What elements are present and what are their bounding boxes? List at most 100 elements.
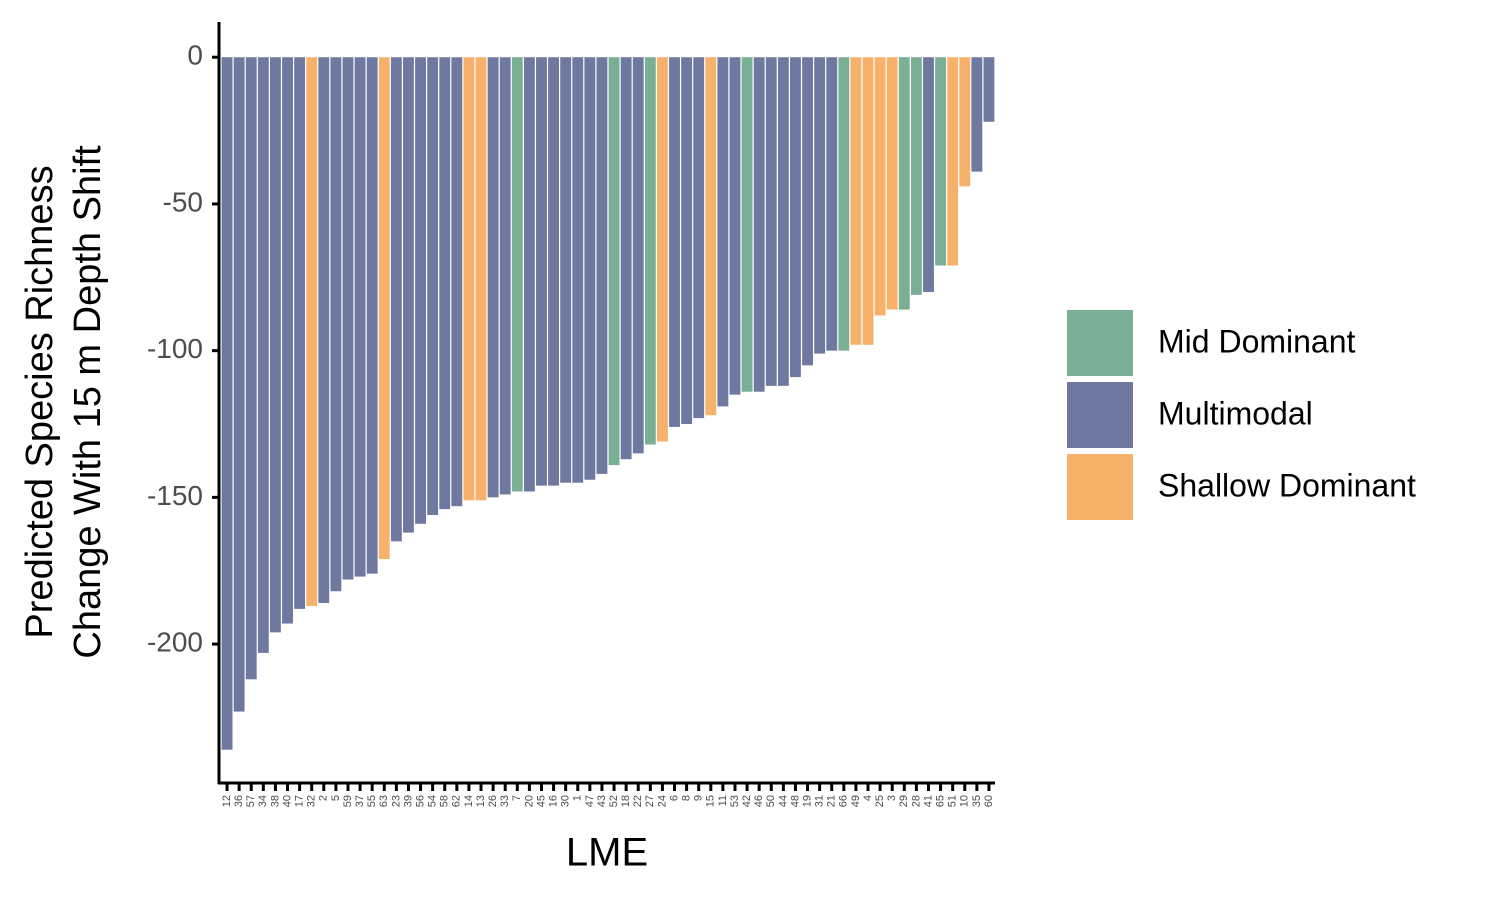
bar (342, 57, 354, 580)
bar (644, 57, 656, 445)
x-tick-label: 14 (463, 795, 475, 807)
bar (415, 57, 426, 524)
x-tick-label: 41 (922, 795, 934, 807)
x-axis-title: LME (566, 831, 648, 875)
bar (959, 57, 971, 187)
bar (560, 57, 572, 483)
bar (717, 57, 729, 407)
x-tick-label: 30 (560, 795, 572, 807)
x-tick-label: 44 (777, 795, 789, 807)
bar (898, 57, 910, 310)
x-tick-label: 5 (330, 795, 342, 801)
x-tick-label: 55 (366, 795, 378, 807)
bar (656, 57, 668, 442)
x-tick-label: 17 (294, 795, 306, 807)
x-tick-label: 20 (523, 795, 535, 807)
x-tick-label: 2 (318, 795, 330, 801)
x-tick-label: 48 (789, 795, 801, 807)
bar (584, 57, 596, 480)
legend-key (1067, 382, 1133, 448)
x-tick-label: 63 (378, 795, 390, 807)
bar (632, 57, 644, 454)
y-tick-label: -50 (163, 186, 203, 217)
y-axis-title: Change With 15 m Depth Shift (67, 145, 109, 659)
legend-label: Multimodal (1158, 395, 1313, 431)
x-tick-label: 27 (644, 795, 656, 807)
bar (306, 57, 318, 606)
x-tick-label: 11 (717, 795, 729, 806)
x-tick-label: 39 (402, 795, 414, 807)
legend-key (1067, 454, 1133, 520)
x-tick-label: 6 (668, 795, 680, 801)
x-tick-label: 22 (632, 795, 644, 807)
y-tick-label: 0 (187, 40, 203, 71)
x-tick-label: 26 (487, 795, 499, 807)
legend-key (1067, 310, 1133, 376)
x-tick-label: 9 (693, 795, 705, 801)
bar (741, 57, 753, 392)
bar (245, 57, 257, 680)
bar (790, 57, 801, 378)
x-tick-label: 3 (886, 795, 898, 801)
bar (838, 57, 850, 351)
bar (814, 57, 826, 354)
bar (862, 57, 874, 345)
bar (596, 57, 608, 474)
x-tick-label: 56 (414, 795, 426, 807)
bar (910, 57, 922, 295)
bar (753, 57, 765, 392)
bar (971, 57, 983, 172)
x-tick-label: 16 (547, 795, 559, 807)
bar (826, 57, 838, 351)
x-tick-label: 32 (306, 795, 318, 807)
bar (886, 57, 898, 310)
x-tick-label: 10 (959, 795, 971, 807)
bar (983, 57, 995, 122)
x-tick-label: 34 (257, 795, 269, 807)
x-tick-label: 38 (269, 795, 281, 807)
bar (693, 57, 705, 419)
bar (729, 57, 741, 395)
x-tick-label: 62 (451, 795, 463, 807)
x-tick-label: 7 (511, 795, 523, 801)
x-tick-label: 37 (354, 795, 366, 807)
x-tick-label: 54 (427, 795, 439, 807)
x-tick-label: 4 (862, 795, 874, 801)
bar (221, 57, 233, 750)
x-tick-label: 18 (620, 795, 632, 807)
x-tick-label: 59 (342, 795, 354, 807)
bar (475, 57, 487, 501)
bar (681, 57, 693, 425)
x-tick-label: 66 (838, 795, 850, 807)
bar (523, 57, 535, 492)
x-tick-label: 53 (729, 795, 741, 807)
bar (390, 57, 402, 542)
x-tick-label: 57 (245, 795, 257, 807)
bar (620, 57, 632, 460)
x-tick-label: 52 (608, 795, 620, 807)
x-tick-label: 51 (947, 795, 959, 807)
bar (354, 57, 366, 577)
bar (608, 57, 620, 466)
x-tick-label: 50 (765, 795, 777, 807)
x-tick-label: 19 (801, 795, 813, 807)
bar (802, 57, 813, 366)
bar (487, 57, 499, 498)
x-tick-label: 24 (656, 795, 668, 807)
x-tick-label: 35 (971, 795, 983, 807)
bar (705, 57, 717, 416)
bar (318, 57, 330, 604)
bar (923, 57, 934, 292)
bar (536, 57, 547, 486)
x-tick-label: 29 (898, 795, 910, 807)
x-tick-label: 65 (934, 795, 946, 807)
y-tick-label: -200 (147, 626, 203, 657)
bar (330, 57, 342, 592)
bar (233, 57, 245, 712)
x-tick-label: 40 (281, 795, 293, 807)
x-tick-label: 23 (390, 795, 402, 807)
x-tick-label: 49 (850, 795, 862, 807)
bar (669, 57, 680, 427)
y-tick-label: -100 (147, 333, 203, 364)
x-tick-label: 42 (741, 795, 753, 807)
